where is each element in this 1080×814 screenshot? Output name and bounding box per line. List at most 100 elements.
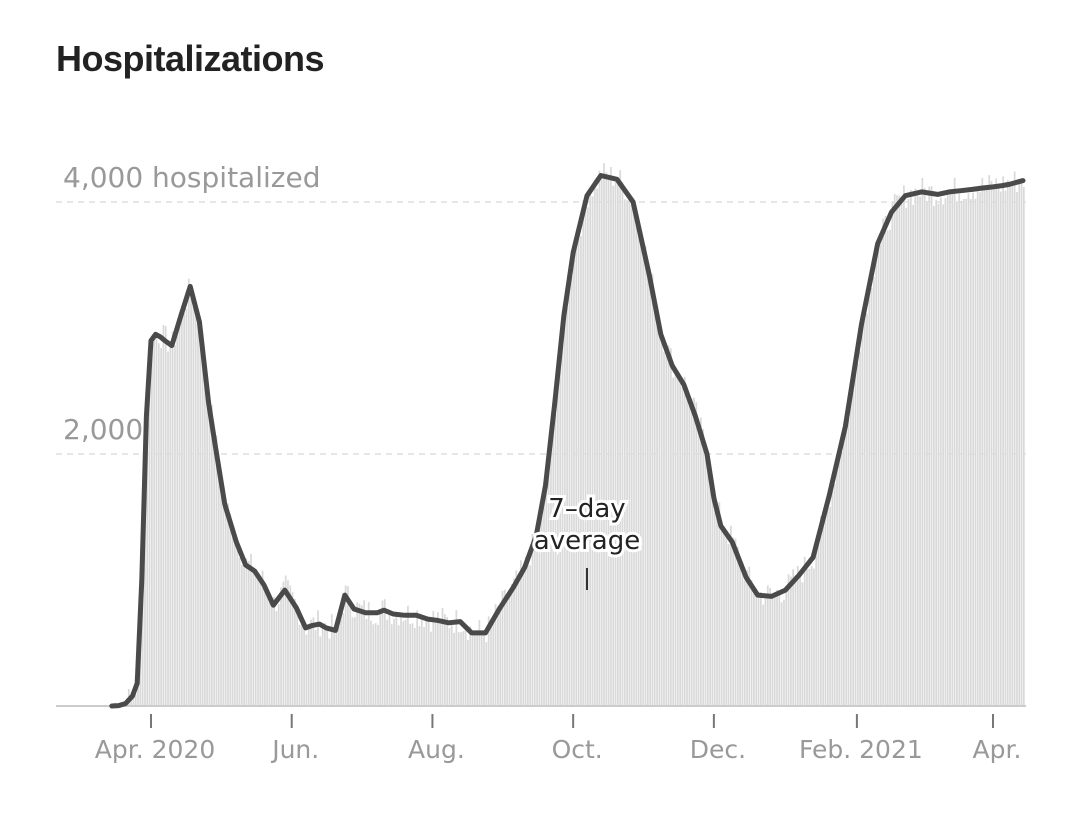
daily-bar [972,192,974,706]
daily-bars [111,163,1025,707]
daily-bar [157,343,160,706]
daily-bar [335,618,338,706]
daily-bar [312,617,315,706]
daily-bar [307,628,310,706]
daily-bar [467,640,469,706]
daily-bar [969,199,972,706]
daily-bar [963,198,965,707]
daily-bar [480,630,483,706]
daily-bar [550,432,552,706]
daily-bar [831,485,834,706]
daily-bar [215,435,218,706]
daily-bar [773,593,776,706]
daily-bar [503,589,506,706]
daily-bar [923,188,926,706]
daily-bar [238,557,241,706]
daily-bar [893,194,896,706]
daily-bar [349,607,352,706]
daily-bar [570,276,573,706]
daily-bar [432,611,435,706]
daily-bar [328,638,331,706]
daily-bar [882,218,884,706]
daily-bar [171,331,174,706]
daily-bar [778,595,781,706]
daily-bar [400,617,402,706]
daily-bar [626,200,628,706]
daily-bar [305,634,308,706]
daily-bar [919,196,921,706]
daily-bar [515,570,518,706]
daily-bar [388,610,391,706]
daily-bar [933,205,935,706]
daily-bar [266,590,269,706]
daily-bar [718,502,721,706]
average-line-layer [109,173,1026,709]
daily-bar [132,697,135,706]
daily-bar [363,600,365,706]
daily-bar [411,623,414,706]
x-tick-label: Oct. [552,735,603,764]
daily-bar [665,355,668,706]
daily-bar [769,587,771,706]
daily-bar [776,589,778,706]
daily-bar [792,569,795,706]
daily-bar [720,530,723,706]
daily-bar [976,189,979,706]
daily-bar [379,609,382,706]
daily-bar [566,307,568,706]
daily-bar [859,351,861,706]
daily-bar [324,622,326,706]
daily-bar [559,359,562,706]
daily-bar [921,177,924,706]
daily-bar [753,591,755,706]
daily-bar [187,278,190,706]
daily-bar [213,438,216,706]
daily-bar [1022,186,1025,706]
daily-bar [1011,183,1014,706]
daily-bar [912,204,914,707]
daily-bar [946,191,949,706]
daily-bar [949,189,951,707]
daily-bar [806,569,808,706]
daily-bar [434,619,437,706]
daily-bar [457,632,460,706]
daily-bar [423,627,425,706]
daily-bar [464,630,467,706]
daily-bar [164,326,167,706]
daily-bar [580,236,582,707]
daily-bar [146,422,149,706]
x-axis: Apr. 2020 Jun. Aug. Oct. Dec. Feb. 2021 Apr. [56,705,1026,764]
daily-bar [591,196,594,706]
daily-bar [956,201,958,706]
daily-bar [930,186,933,706]
daily-bar [628,194,631,707]
daily-bar [741,561,744,706]
daily-bar [730,525,732,706]
daily-bar [351,617,354,706]
daily-bar [780,602,783,706]
daily-bar [162,325,165,706]
daily-bar [979,192,981,706]
daily-bar [861,323,864,706]
daily-bar [259,578,262,706]
annotation-text: average [534,526,640,556]
daily-bar [485,642,488,706]
daily-bar [575,240,578,706]
daily-bar [524,556,527,706]
daily-bar [642,254,645,706]
daily-bar [478,620,481,706]
daily-bar [824,508,827,706]
daily-bar [155,333,158,706]
daily-bar [460,632,462,706]
daily-bar [670,348,672,706]
daily-bar [141,590,144,706]
daily-bar [787,574,790,706]
daily-bar [683,376,686,706]
daily-bar [222,485,225,706]
daily-bar [365,618,368,706]
daily-bar [672,377,675,706]
daily-bar [757,592,760,706]
daily-bar [407,605,409,706]
daily-bar [476,630,478,706]
